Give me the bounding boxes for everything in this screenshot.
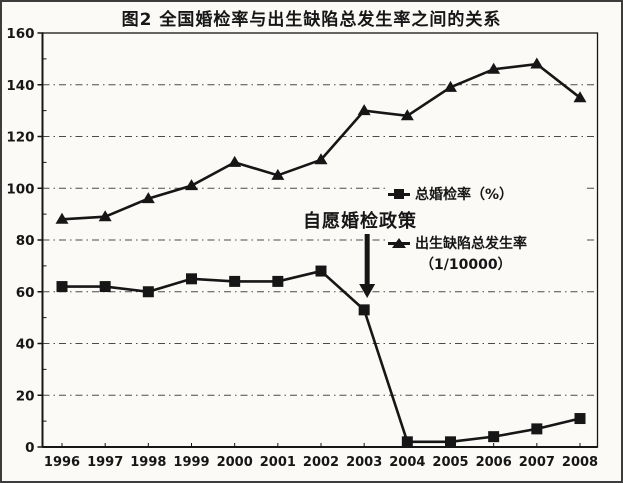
y-tick-label-100: 100 [6,181,34,197]
x-tick-label-2004: 2004 [389,455,425,470]
series-0-point-1996 [56,281,68,293]
x-tick-label-2002: 2002 [303,455,339,470]
series-1-point-1996 [55,212,69,224]
x-tick-label-2001: 2001 [260,455,296,470]
legend-label-birth-defect-unit: （1/10000） [418,254,586,274]
series-0-point-2000 [229,275,241,287]
chart-title: 图2 全国婚检率与出生缺陷总发生率之间的关系 [121,10,502,30]
series-line-0 [62,269,581,444]
x-tick-label-1999: 1999 [173,455,209,470]
y-tick-label-120: 120 [6,130,34,146]
policy-annotation-label: 自愿婚检政策 [300,206,420,234]
series-0-point-2003 [358,304,370,316]
y-tick-label-80: 80 [16,233,35,249]
y-tick-label-40: 40 [16,337,35,353]
policy-arrow-head [359,284,376,298]
chart-legend: 总婚检率（%） 出生缺陷总发生率 （1/10000） [386,183,586,274]
series-0-point-2005 [445,436,456,448]
series-1-point-1998 [141,192,155,204]
series-1-point-2008 [573,91,587,103]
legend-item-premarital-rate: 总婚检率（%） [386,183,586,205]
series-0-point-2006 [488,431,500,443]
square-marker-icon [388,188,410,200]
x-tick-label-1998: 1998 [130,455,166,470]
x-tick-label-2006: 2006 [476,455,512,470]
series-0-point-2007 [531,423,543,435]
series-1-point-1997 [98,210,112,222]
series-0-point-2004 [401,436,413,448]
series-0-point-2002 [315,265,327,277]
legend-label-birth-defect-rate: 出生缺陷总发生率 [415,236,527,252]
y-tick-label-140: 140 [6,78,34,94]
x-tick-label-1996: 1996 [44,455,80,470]
y-tick-label-160: 160 [6,26,34,42]
series-0-point-1999 [186,273,197,285]
series-1-point-1999 [185,179,198,191]
legend-item-birth-defect-rate: 出生缺陷总发生率 [386,232,586,254]
series-1-point-2006 [487,62,501,74]
triangle-marker-icon [388,237,410,249]
x-tick-label-2007: 2007 [519,455,555,470]
series-1-point-2002 [314,153,328,165]
series-1-point-2000 [228,155,242,167]
series-0-point-1998 [142,286,154,298]
series-1-point-2005 [444,80,457,92]
y-tick-label-20: 20 [16,388,35,404]
x-tick-label-1997: 1997 [87,455,123,470]
legend-label-premarital-rate: 总婚检率（%） [415,187,514,203]
series-0-point-2001 [272,275,284,287]
series-1-point-2007 [530,57,544,69]
series-0-point-1997 [99,281,111,293]
x-tick-label-2008: 2008 [562,455,598,470]
series-1-point-2004 [400,109,414,121]
series-1-point-2001 [271,168,285,180]
x-tick-label-2003: 2003 [346,455,382,470]
series-1-point-2003 [357,104,371,116]
series-0-point-2008 [574,413,586,425]
y-tick-label-0: 0 [25,440,34,456]
y-tick-label-60: 60 [16,285,35,301]
x-tick-label-2005: 2005 [432,455,468,470]
x-tick-label-2000: 2000 [217,455,253,470]
